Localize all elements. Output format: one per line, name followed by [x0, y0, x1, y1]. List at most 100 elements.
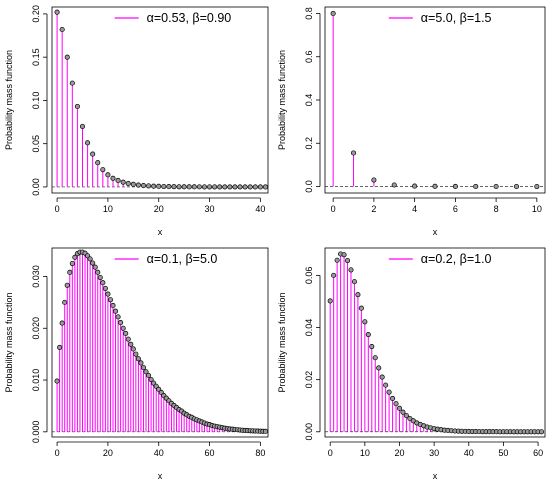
x-tick-label: 50: [498, 448, 508, 458]
y-tick-label: 0.00: [31, 178, 41, 196]
data-point: [69, 80, 75, 86]
y-tick-label: 0.2: [304, 137, 314, 150]
legend-label: α=5.0, β=1.5: [421, 11, 492, 25]
y-tick-label: 0.05: [31, 135, 41, 153]
data-point: [72, 254, 78, 260]
x-tick-label: 60: [205, 448, 215, 458]
data-point: [534, 183, 540, 190]
data-point: [222, 184, 228, 190]
data-point: [105, 291, 111, 297]
data-point: [237, 184, 243, 190]
data-point: [242, 184, 248, 190]
y-tick-label: 0.10: [31, 92, 41, 110]
x-axis-title: x: [158, 471, 163, 481]
data-point: [59, 26, 65, 33]
data-point: [227, 184, 233, 190]
x-axis-title: x: [433, 227, 438, 237]
x-tick-label: 10: [532, 204, 542, 214]
data-point: [348, 267, 354, 273]
chart-panel-4: 0 10 20 30 40 50 60 x 0.00 0.02 0.04 0.06 Probabilit…: [277, 247, 546, 481]
data-point: [64, 54, 70, 60]
data-point: [133, 351, 139, 357]
data-point: [403, 413, 409, 419]
data-point: [130, 181, 136, 187]
x-tick-label: 0: [55, 448, 60, 458]
x-tick-label: 4: [412, 204, 417, 214]
chart-panel-3: 0 20 40 60 80 x 0.000 0.010 0.020 0.030 Probabilit…: [4, 247, 269, 481]
x-tick-label: 8: [494, 204, 499, 214]
data-point: [151, 183, 157, 189]
data-point: [201, 184, 208, 190]
data-point: [102, 285, 108, 291]
data-point: [166, 184, 172, 190]
legend-label: α=0.2, β=1.0: [421, 252, 492, 266]
data-point: [181, 184, 187, 190]
data-point: [212, 184, 218, 190]
data-point: [95, 160, 101, 166]
plot-frame: [324, 247, 546, 438]
data-point: [95, 269, 101, 275]
data-point: [115, 314, 121, 320]
plot-frame: [51, 247, 269, 438]
x-tick-label: 30: [429, 448, 439, 458]
data-point: [146, 372, 152, 378]
data-point: [161, 183, 167, 190]
legend-label: α=0.1, β=5.0: [147, 252, 218, 266]
x-tick-label: 10: [360, 448, 370, 458]
data-point: [107, 297, 113, 303]
x-tick-label: 0: [328, 448, 333, 458]
x-tick-label: 0: [331, 204, 336, 214]
data-point: [176, 184, 182, 190]
data-point: [100, 167, 106, 173]
plot-frame: [51, 6, 269, 194]
legend-label: α=0.53, β=0.90: [147, 11, 232, 25]
data-point: [135, 182, 141, 188]
data-point: [351, 279, 357, 285]
data-point: [125, 336, 131, 342]
y-tick-label: 0.030: [31, 265, 41, 288]
x-tick-label: 30: [205, 204, 215, 214]
chart-panel-1: 0 10 20 30 40 x 0.00 0.05 0.10 0.15 0.20 Probabilit…: [4, 5, 269, 237]
y-tick-label: 0.8: [304, 7, 314, 20]
data-point: [140, 365, 147, 371]
y-axis-title: Probability mass function: [277, 292, 287, 392]
data-point: [146, 183, 152, 189]
data-point: [125, 180, 131, 187]
y-tick-label: 0.02: [304, 371, 314, 389]
data-point: [110, 302, 116, 309]
data-point: [112, 308, 119, 314]
y-axis-title: Probability mass function: [4, 292, 14, 392]
data-point: [191, 184, 197, 190]
y-tick-label: 0.000: [31, 421, 41, 444]
data-point: [171, 184, 177, 190]
data-point: [143, 369, 149, 375]
x-tick-label: 40: [255, 204, 265, 214]
data-point: [120, 179, 126, 185]
data-point: [391, 182, 397, 188]
data-point: [123, 330, 129, 336]
data-point: [262, 184, 269, 190]
data-point: [57, 344, 63, 350]
data-point: [85, 140, 91, 146]
data-point: [217, 184, 223, 190]
data-point: [390, 395, 396, 401]
data-point: [386, 389, 392, 395]
x-tick-label: 20: [154, 204, 164, 214]
x-tick-label: 40: [464, 448, 474, 458]
data-point: [64, 282, 70, 288]
data-point: [538, 429, 545, 435]
data-point: [362, 319, 368, 325]
y-axis-title: Probability mass function: [277, 50, 287, 150]
data-point: [372, 355, 378, 361]
data-point: [130, 346, 136, 352]
x-tick-label: 60: [533, 448, 543, 458]
data-point: [232, 184, 238, 190]
x-tick-label: 6: [453, 204, 458, 214]
x-axis-title: x: [158, 227, 163, 237]
data-point: [128, 341, 134, 347]
y-tick-label: 0.20: [31, 5, 41, 23]
data-point: [407, 415, 413, 422]
x-tick-label: 40: [154, 448, 164, 458]
data-point: [358, 305, 364, 311]
